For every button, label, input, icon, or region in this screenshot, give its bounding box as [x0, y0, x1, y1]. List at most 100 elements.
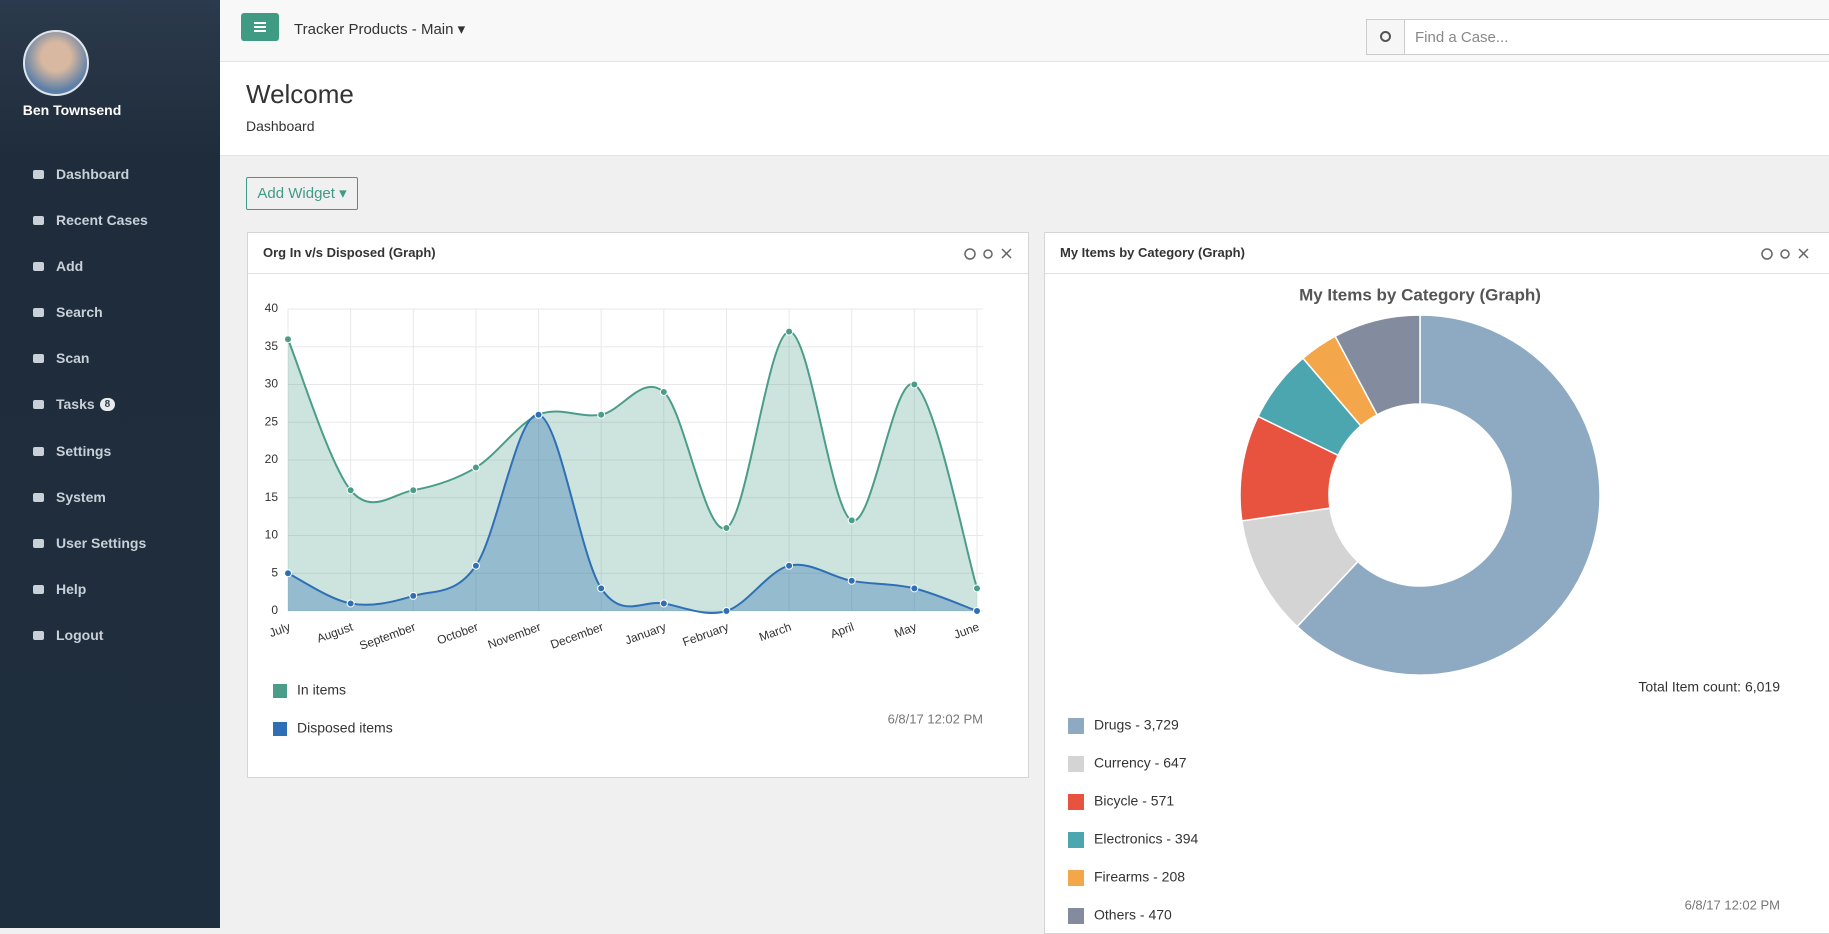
legend-swatch — [1068, 794, 1084, 810]
menu-item[interactable]: Scan — [33, 350, 89, 366]
point — [722, 523, 731, 532]
widget-title: My Items by Category (Graph) — [1060, 245, 1245, 260]
legend-swatch — [1068, 870, 1084, 886]
point — [284, 335, 292, 344]
menu-icon — [33, 169, 44, 179]
menu-label: User Settings — [56, 535, 147, 551]
add-widget-button[interactable]: Add Widget ▾ — [246, 177, 358, 210]
menu-item[interactable]: Add — [33, 258, 83, 274]
point — [597, 584, 606, 593]
close-icon[interactable] — [1001, 248, 1012, 259]
x-tick-label: March — [757, 620, 793, 645]
legend-swatch — [1068, 908, 1084, 924]
x-tick-label: November — [486, 620, 543, 652]
sidebar: Ben Townsend Dashboard Recent Cases Add Sea… — [0, 0, 220, 928]
refresh-icon[interactable] — [1761, 248, 1773, 260]
y-tick-label: 5 — [271, 565, 278, 579]
add-widget-label: Add Widget — [257, 185, 335, 202]
menu-item[interactable]: Logout — [33, 627, 103, 643]
badge: 8 — [99, 397, 116, 411]
x-tick-label: August — [315, 619, 356, 645]
menu-icon — [33, 261, 44, 271]
point — [346, 486, 355, 495]
point — [847, 576, 856, 585]
chart-title: My Items by Category (Graph) — [1299, 285, 1541, 304]
point — [471, 561, 480, 570]
settings-icon[interactable] — [983, 249, 993, 259]
point — [597, 410, 606, 419]
menu-item[interactable]: Settings — [33, 443, 111, 459]
page-title: Welcome — [246, 79, 354, 109]
legend-label: Currency - 647 — [1094, 755, 1187, 771]
menu-label: System — [56, 489, 106, 505]
legend-swatch — [1068, 832, 1084, 848]
x-tick-label: January — [623, 620, 668, 648]
legend-label: In items — [297, 682, 346, 698]
menu-icon — [33, 353, 44, 363]
point — [722, 607, 731, 615]
point — [847, 516, 856, 525]
menu-item[interactable]: Recent Cases — [33, 212, 148, 228]
timestamp: 6/8/17 12:02 PM — [1685, 897, 1780, 912]
legend-swatch — [1068, 718, 1084, 734]
point — [659, 388, 668, 397]
menu-item[interactable]: Search — [33, 304, 103, 320]
point — [284, 569, 292, 578]
x-tick-label: October — [435, 620, 480, 648]
legend-label: Disposed items — [297, 720, 393, 736]
x-tick-label: June — [952, 620, 982, 642]
menu-label: Settings — [56, 443, 112, 459]
y-tick-label: 35 — [265, 339, 279, 353]
menu-label: Add — [56, 258, 84, 274]
menu-toggle[interactable] — [241, 13, 279, 41]
area — [288, 414, 977, 614]
close-icon[interactable] — [1798, 248, 1809, 259]
user-name: Ben Townsend — [22, 102, 122, 118]
refresh-icon[interactable] — [964, 248, 976, 260]
y-tick-label: 10 — [265, 528, 279, 542]
page-header: Welcome Dashboard — [220, 62, 1829, 156]
topbar: Tracker Products - Main ▾ Find a Case... — [220, 0, 1829, 62]
settings-icon[interactable] — [1780, 249, 1790, 259]
legend-swatch — [273, 684, 287, 698]
menu-item[interactable]: User Settings — [33, 535, 146, 551]
legend-label: Electronics - 394 — [1094, 831, 1198, 847]
x-tick-label: May — [892, 620, 918, 641]
area — [288, 331, 977, 611]
menu-label: Logout — [56, 627, 104, 643]
product-select[interactable]: Tracker Products - Main ▾ — [294, 21, 466, 38]
x-tick-label: July — [267, 620, 292, 640]
point — [973, 584, 981, 593]
menu-item[interactable]: System — [33, 489, 106, 505]
legend-label: Others - 470 — [1094, 907, 1172, 923]
x-tick-label: April — [828, 620, 855, 641]
menu-item[interactable]: Dashboard — [33, 166, 129, 182]
pie-slice — [1334, 314, 1421, 416]
search-box[interactable]: Find a Case... — [1366, 19, 1829, 55]
x-tick-label: December — [548, 620, 605, 652]
avatar[interactable] — [23, 30, 89, 96]
pie-slice — [1296, 314, 1601, 676]
menu-label: Tasks — [56, 396, 95, 412]
menu-item[interactable]: Tasks 8 — [33, 396, 116, 412]
menu-icon — [33, 584, 44, 594]
legend-label: Drugs - 3,729 — [1094, 717, 1179, 733]
point — [910, 380, 919, 389]
y-tick-label: 0 — [271, 603, 278, 617]
legend-label: Firearms - 208 — [1094, 869, 1185, 885]
point — [409, 486, 418, 495]
point — [409, 591, 418, 600]
point — [346, 599, 355, 608]
point — [785, 327, 794, 336]
search-placeholder: Find a Case... — [1415, 29, 1509, 46]
point — [910, 584, 919, 593]
menu-item[interactable]: Help — [33, 581, 86, 597]
y-tick-label: 25 — [265, 414, 279, 428]
menu-label: Search — [56, 304, 103, 320]
point — [471, 463, 480, 472]
product-name: Tracker Products - Main — [294, 21, 454, 38]
menu-icon — [33, 538, 44, 548]
menu-label: Scan — [56, 350, 90, 366]
